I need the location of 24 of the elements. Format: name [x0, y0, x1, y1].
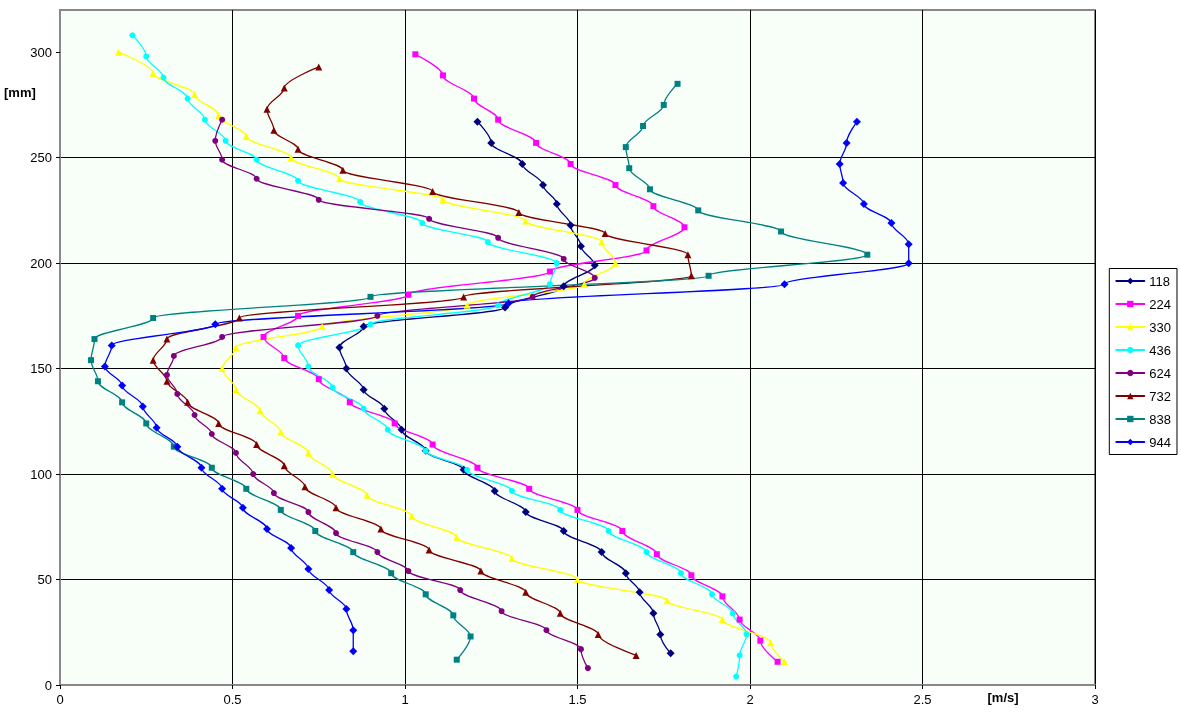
legend-label: 330: [1149, 319, 1172, 335]
x-tick-label: 1: [401, 692, 409, 707]
x-tick-label: 0: [56, 692, 64, 707]
x-tick-label: 1.5: [568, 692, 587, 707]
legend-label: 118: [1149, 273, 1171, 289]
legend-label: 732: [1149, 388, 1172, 404]
legend-label: 624: [1149, 365, 1172, 381]
y-tick-label: 100: [30, 466, 52, 482]
legend-label: 944: [1149, 434, 1172, 450]
x-axis-title: [m/s]: [987, 690, 1019, 705]
legend-label: 224: [1149, 296, 1172, 312]
x-tick-label: 0.5: [223, 692, 242, 707]
y-tick-label: 300: [30, 44, 52, 60]
y-tick-label: 250: [30, 150, 52, 166]
x-tick-label: 3: [1091, 692, 1099, 707]
y-tick-label: 200: [30, 255, 52, 271]
legend-label: 436: [1149, 342, 1172, 358]
y-tick-label: 150: [30, 361, 52, 377]
x-tick-label: 2: [746, 692, 754, 707]
y-tick-label: 0: [44, 677, 52, 693]
legend-label: 838: [1149, 411, 1172, 427]
x-tick-label: 2.5: [913, 692, 932, 707]
y-tick-label: 50: [37, 572, 52, 588]
y-axis-title: [mm]: [4, 85, 36, 101]
